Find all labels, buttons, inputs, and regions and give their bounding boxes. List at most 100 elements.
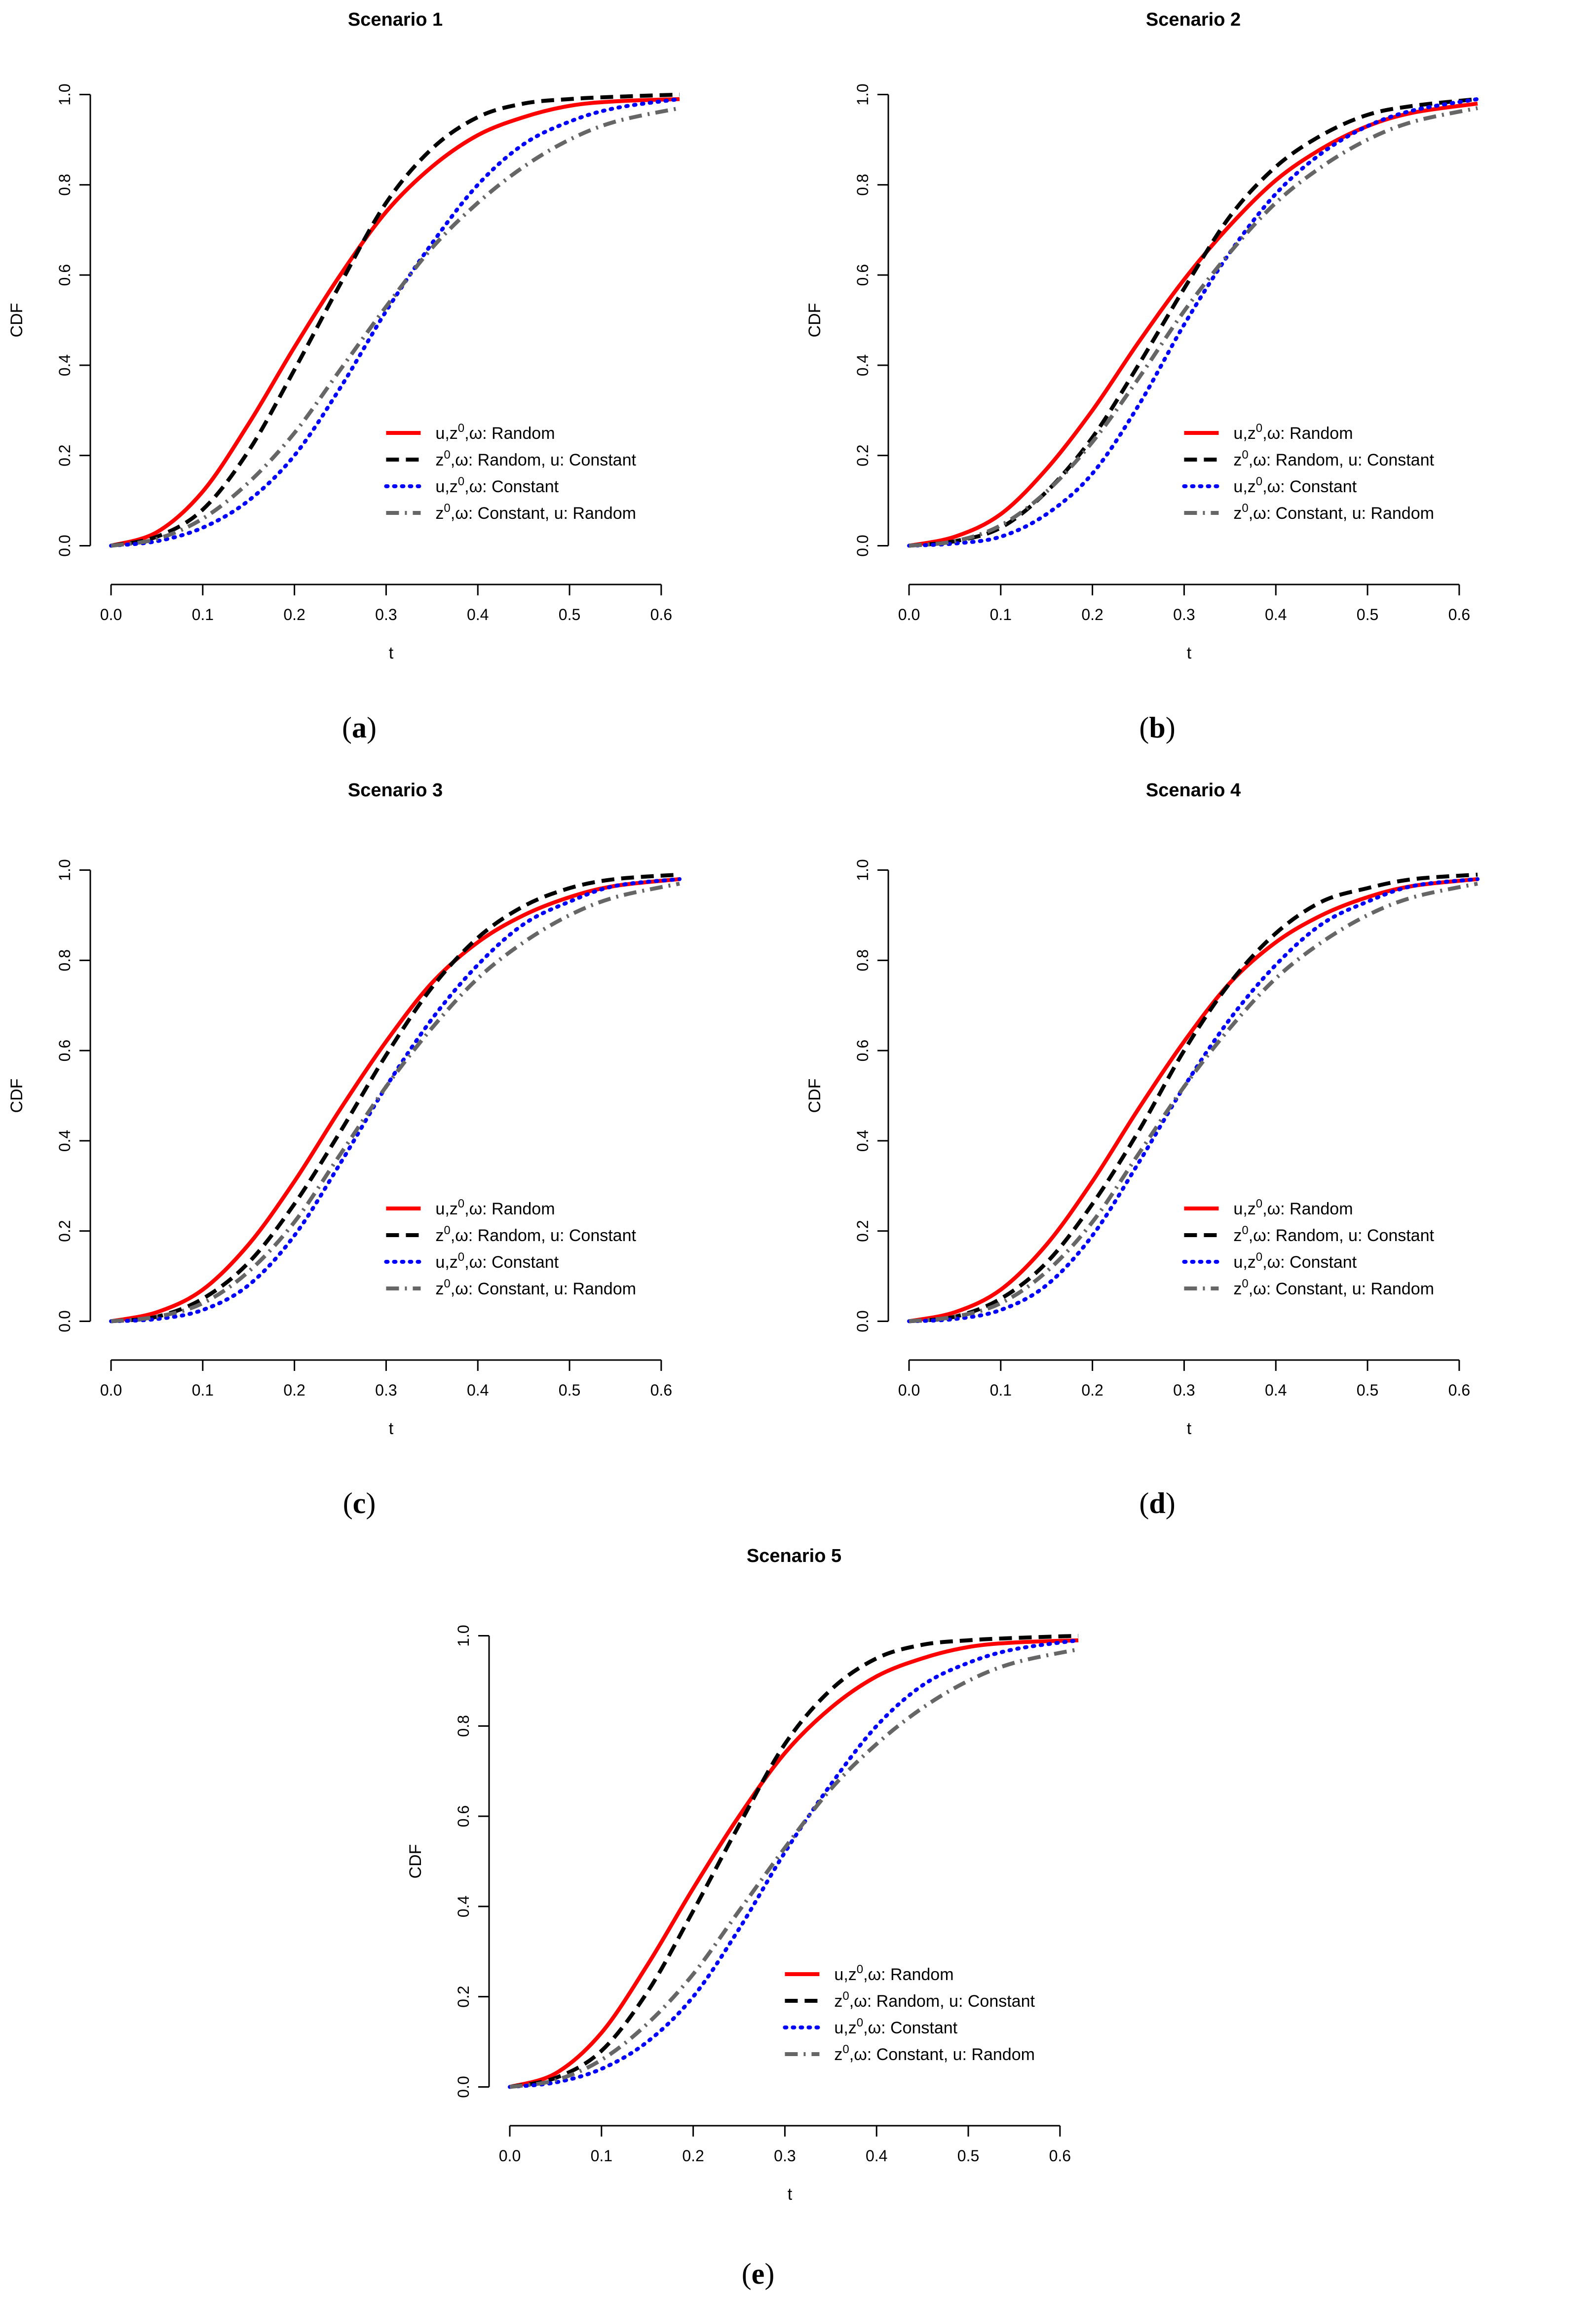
y-tick-label: 0.0 [56,1310,74,1332]
y-tick-label: 0.4 [56,354,74,376]
y-tick-label: 0.2 [854,1220,872,1242]
series-line-3 [907,877,1480,1324]
series-line-2 [909,872,1478,1324]
y-tick-label: 0.2 [56,444,74,466]
chart-title: Scenario 4 [1146,780,1241,801]
y-axis-label: CDF [7,1079,26,1113]
x-tick-label: 0.1 [990,1381,1012,1399]
legend-label: z0,ω: Constant, u: Random [435,502,636,523]
y-tick-label: 0.4 [854,1130,872,1152]
legend-label: u,z0,ω: Constant [435,1250,559,1272]
chart-panel-scenario-4: Scenario 4 0.0 0.1 0.2 0.3 0.4 0.5 0.6 0.0 0.2 0.4… [798,766,1596,1531]
y-axis-label: CDF [805,1079,824,1113]
legend-label: u,z0,ω: Constant [1233,475,1357,496]
x-tick-label: 0.0 [898,1381,920,1399]
legend-label: u,z0,ω: Random [834,1963,953,1984]
series-line-4 [509,1647,1079,2089]
legend-label: z0,ω: Constant, u: Random [1233,502,1434,523]
y-tick-label: 1.0 [854,859,872,881]
y-tick-label: 0.6 [56,264,74,286]
x-tick-label: 0.4 [866,2147,887,2165]
legend-label: z0,ω: Constant, u: Random [834,2043,1035,2064]
y-tick-label: 0.6 [455,1805,472,1827]
x-axis-label: t [1187,1419,1192,1438]
x-tick-label: 0.6 [1049,2147,1071,2165]
x-axis-label: t [389,1419,394,1438]
panel-caption: (e) [741,2258,775,2290]
chart-title: Scenario 5 [747,1546,841,1566]
x-tick-label: 0.1 [192,606,214,623]
x-tick-label: 0.2 [283,606,305,623]
x-axis-label: t [1187,644,1192,662]
legend-label: u,z0,ω: Constant [435,475,559,496]
series-line-4 [909,106,1478,548]
legend-label: u,z0,ω: Random [435,1197,555,1218]
legend-label: u,z0,ω: Random [1233,422,1353,443]
x-tick-label: 0.6 [1448,606,1470,623]
y-axis-label: CDF [7,303,26,338]
x-tick-label: 0.4 [1265,606,1287,623]
chart-svg: Scenario 2 0.0 0.1 0.2 0.3 0.4 0.5 0.6 0.0 0.2 0.4… [805,9,1480,662]
x-tick-label: 0.4 [467,606,489,623]
x-axis-label: t [788,2185,793,2204]
legend-label: z0,ω: Constant, u: Random [1233,1277,1434,1298]
x-tick-label: 0.4 [1265,1381,1287,1399]
y-tick-label: 0.6 [56,1040,74,1061]
panel-caption: (b) [1139,711,1176,744]
x-tick-label: 0.2 [1081,606,1103,623]
series-line-3 [109,97,682,548]
y-tick-label: 0.4 [854,354,872,376]
legend-label: z0,ω: Random, u: Constant [435,1224,636,1245]
panel-caption: (d) [1139,1487,1176,1519]
y-axis-label: CDF [805,303,824,338]
x-tick-label: 0.3 [375,606,397,623]
x-tick-label: 0.6 [1448,1381,1470,1399]
series-line-1 [110,97,680,548]
x-tick-label: 0.0 [499,2147,521,2165]
y-tick-label: 0.8 [56,174,74,195]
y-tick-label: 0.6 [854,264,872,286]
x-tick-label: 0.5 [1357,606,1378,623]
x-tick-label: 0.1 [192,1381,214,1399]
series-line-3 [907,97,1480,548]
y-tick-label: 0.0 [56,535,74,556]
y-axis-label: CDF [406,1844,425,1879]
series-line-1 [509,1638,1079,2089]
chart-title: Scenario 1 [348,9,443,30]
legend-label: z0,ω: Random, u: Constant [834,1989,1035,2011]
series-line-4 [909,882,1478,1324]
y-tick-label: 0.8 [455,1715,472,1737]
chart-svg: Scenario 1 0.0 0.1 0.2 0.3 0.4 0.5 0.6 0.0 0.2 0.4… [7,9,682,662]
y-tick-label: 0.2 [854,444,872,466]
y-tick-label: 0.8 [854,174,872,195]
x-tick-label: 0.5 [559,606,580,623]
x-tick-label: 0.5 [1357,1381,1378,1399]
series-line-2 [909,97,1478,548]
legend-label: u,z0,ω: Random [435,422,555,443]
series-line-2 [111,872,680,1324]
chart-svg: Scenario 3 0.0 0.1 0.2 0.3 0.4 0.5 0.6 0.0 0.2 0.4… [7,780,682,1438]
legend-label: z0,ω: Constant, u: Random [435,1277,636,1298]
y-tick-label: 1.0 [854,83,872,105]
legend-label: u,z0,ω: Constant [1233,1250,1357,1272]
chart-panel-scenario-3: Scenario 3 0.0 0.1 0.2 0.3 0.4 0.5 0.6 0.0 0.2 0.4… [0,766,798,1531]
series-line-1 [111,877,680,1324]
y-tick-label: 0.0 [854,1310,872,1332]
y-tick-label: 0.0 [455,2076,472,2098]
panel-caption: (c) [342,1487,376,1519]
chart-panel-scenario-1: Scenario 1 0.0 0.1 0.2 0.3 0.4 0.5 0.6 0.0 0.2 0.4… [0,0,798,766]
legend-label: u,z0,ω: Random [1233,1197,1353,1218]
series-line-3 [508,1638,1080,2089]
legend-label: z0,ω: Random, u: Constant [435,448,636,469]
x-tick-label: 0.0 [898,606,920,623]
x-tick-label: 0.0 [100,1381,122,1399]
y-tick-label: 0.0 [854,535,872,556]
legend-label: z0,ω: Random, u: Constant [1233,1224,1434,1245]
x-tick-label: 0.3 [375,1381,397,1399]
y-tick-label: 0.4 [455,1896,472,1917]
y-tick-label: 0.4 [56,1130,74,1152]
y-tick-label: 0.8 [854,949,872,971]
chart-title: Scenario 3 [348,780,443,801]
x-tick-label: 0.1 [990,606,1012,623]
x-tick-label: 0.5 [559,1381,580,1399]
